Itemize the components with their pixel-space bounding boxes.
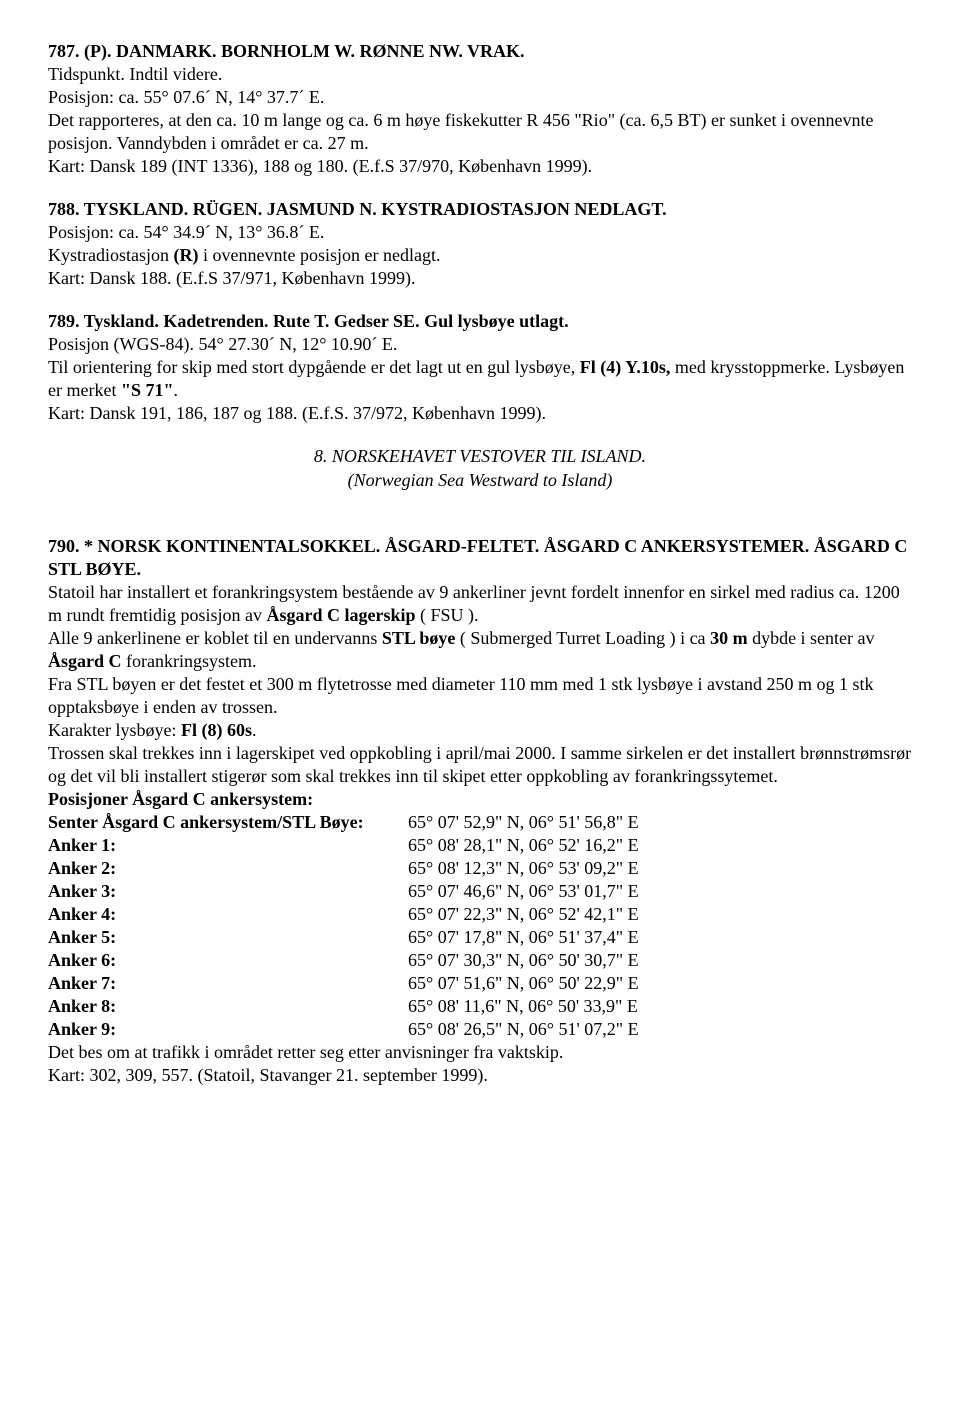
anchor-label: Anker 4: — [48, 903, 408, 926]
notice-790-p3: Fra STL bøyen er det festet et 300 m fly… — [48, 673, 912, 719]
notice-788-line2c: i ovennevnte posisjon er nedlagt. — [199, 245, 441, 265]
notice-789-line1: Posisjon (WGS-84). 54° 27.30´ N, 12° 10.… — [48, 333, 912, 356]
notice-790-p4b: Fl (8) 60s — [181, 720, 252, 740]
anchor-coord: 65° 08' 26,5" N, 06° 51' 07,2" E — [408, 1018, 639, 1041]
notice-790-p1b: Åsgard C lagerskip — [266, 605, 415, 625]
anchor-coord: 65° 08' 28,1" N, 06° 52' 16,2" E — [408, 834, 639, 857]
anchor-row: Anker 7:65° 07' 51,6" N, 06° 50' 22,9" E — [48, 972, 639, 995]
anchor-label: Anker 8: — [48, 995, 408, 1018]
notice-788: 788. TYSKLAND. RÜGEN. JASMUND N. KYSTRAD… — [48, 198, 912, 290]
notice-787-line4: Kart: Dansk 189 (INT 1336), 188 og 180. … — [48, 155, 912, 178]
anchor-label: Anker 6: — [48, 949, 408, 972]
notice-790-p2g: forankringsystem. — [122, 651, 257, 671]
anchor-label: Anker 2: — [48, 857, 408, 880]
notice-787-line1: Tidspunkt. Indtil videre. — [48, 63, 912, 86]
notice-790-p2d: 30 m — [710, 628, 748, 648]
notice-788-line1: Posisjon: ca. 54° 34.9´ N, 13° 36.8´ E. — [48, 221, 912, 244]
notice-789-line2b: Fl (4) Y.10s, — [580, 357, 671, 377]
notice-788-line3: Kart: Dansk 188. (E.f.S 37/971, Københav… — [48, 267, 912, 290]
notice-788-line2: Kystradiostasjon (R) i ovennevnte posisj… — [48, 244, 912, 267]
notice-790: 790. * NORSK KONTINENTALSOKKEL. ÅSGARD-F… — [48, 535, 912, 1088]
anchor-row: Anker 3:65° 07' 46,6" N, 06° 53' 01,7" E — [48, 880, 639, 903]
notice-789-line2a: Til orientering for skip med stort dypgå… — [48, 357, 580, 377]
anchor-coord: 65° 07' 46,6" N, 06° 53' 01,7" E — [408, 880, 639, 903]
notice-789-line2d: "S 71" — [121, 380, 174, 400]
anchor-row: Anker 4:65° 07' 22,3" N, 06° 52' 42,1" E — [48, 903, 639, 926]
notice-787-header: 787. (P). DANMARK. BORNHOLM W. RØNNE NW.… — [48, 40, 912, 63]
anchor-coord: 65° 08' 12,3" N, 06° 53' 09,2" E — [408, 857, 639, 880]
anchor-label: Anker 5: — [48, 926, 408, 949]
notice-789-line2: Til orientering for skip med stort dypgå… — [48, 356, 912, 402]
notice-790-p4c: . — [252, 720, 257, 740]
notice-790-p2a: Alle 9 ankerlinene er koblet til en unde… — [48, 628, 382, 648]
notice-788-header: 788. TYSKLAND. RÜGEN. JASMUND N. KYSTRAD… — [48, 198, 912, 221]
anchor-table: Senter Åsgard C ankersystem/STL Bøye:65°… — [48, 811, 639, 1041]
notice-790-p1: Statoil har installert et forankringsyst… — [48, 581, 912, 627]
notice-790-p6: Det bes om at trafikk i området retter s… — [48, 1041, 912, 1064]
anchor-coord: 65° 07' 52,9" N, 06° 51' 56,8" E — [408, 811, 639, 834]
notice-788-line2b: (R) — [174, 245, 199, 265]
anchor-row: Anker 6:65° 07' 30,3" N, 06° 50' 30,7" E — [48, 949, 639, 972]
anchor-coord: 65° 08' 11,6" N, 06° 50' 33,9" E — [408, 995, 639, 1018]
section-8-title: 8. NORSKEHAVET VESTOVER TIL ISLAND. — [48, 445, 912, 468]
notice-787-line2: Posisjon: ca. 55° 07.6´ N, 14° 37.7´ E. — [48, 86, 912, 109]
notice-790-p2b: STL bøye — [382, 628, 456, 648]
notice-790-p2: Alle 9 ankerlinene er koblet til en unde… — [48, 627, 912, 673]
notice-789-line3: Kart: Dansk 191, 186, 187 og 188. (E.f.S… — [48, 402, 912, 425]
anchor-row: Anker 8:65° 08' 11,6" N, 06° 50' 33,9" E — [48, 995, 639, 1018]
notice-788-line2a: Kystradiostasjon — [48, 245, 174, 265]
notice-790-p2f: Åsgard C — [48, 651, 122, 671]
anchor-label: Anker 3: — [48, 880, 408, 903]
notice-790-header: 790. * NORSK KONTINENTALSOKKEL. ÅSGARD-F… — [48, 535, 912, 581]
notice-789-header: 789. Tyskland. Kadetrenden. Rute T. Geds… — [48, 310, 912, 333]
anchor-row: Anker 9:65° 08' 26,5" N, 06° 51' 07,2" E — [48, 1018, 639, 1041]
anchor-label: Anker 1: — [48, 834, 408, 857]
notice-790-p4: Karakter lysbøye: Fl (8) 60s. — [48, 719, 912, 742]
notice-787-line3: Det rapporteres, at den ca. 10 m lange o… — [48, 109, 912, 155]
anchor-row: Senter Åsgard C ankersystem/STL Bøye:65°… — [48, 811, 639, 834]
anchor-coord: 65° 07' 22,3" N, 06° 52' 42,1" E — [408, 903, 639, 926]
anchor-row: Anker 1:65° 08' 28,1" N, 06° 52' 16,2" E — [48, 834, 639, 857]
anchor-label: Anker 9: — [48, 1018, 408, 1041]
section-8-subtitle: (Norwegian Sea Westward to Island) — [48, 469, 912, 492]
anchor-row: Anker 2:65° 08' 12,3" N, 06° 53' 09,2" E — [48, 857, 639, 880]
anchor-label: Anker 7: — [48, 972, 408, 995]
notice-790-p5: Trossen skal trekkes inn i lagerskipet v… — [48, 742, 912, 788]
notice-790-p2c: ( Submerged Turret Loading ) i ca — [455, 628, 710, 648]
notice-787: 787. (P). DANMARK. BORNHOLM W. RØNNE NW.… — [48, 40, 912, 178]
section-8-heading: 8. NORSKEHAVET VESTOVER TIL ISLAND. (Nor… — [48, 445, 912, 491]
notice-790-positions-header: Posisjoner Åsgard C ankersystem: — [48, 788, 912, 811]
anchor-row: Anker 5:65° 07' 17,8" N, 06° 51' 37,4" E — [48, 926, 639, 949]
notice-789-line2e: . — [173, 380, 178, 400]
notice-790-p4a: Karakter lysbøye: — [48, 720, 181, 740]
anchor-coord: 65° 07' 51,6" N, 06° 50' 22,9" E — [408, 972, 639, 995]
notice-789: 789. Tyskland. Kadetrenden. Rute T. Geds… — [48, 310, 912, 425]
notice-790-p2e: dybde i senter av — [748, 628, 875, 648]
notice-790-p1c: ( FSU ). — [416, 605, 479, 625]
anchor-coord: 65° 07' 17,8" N, 06° 51' 37,4" E — [408, 926, 639, 949]
anchor-coord: 65° 07' 30,3" N, 06° 50' 30,7" E — [408, 949, 639, 972]
notice-790-p7: Kart: 302, 309, 557. (Statoil, Stavanger… — [48, 1064, 912, 1087]
anchor-label: Senter Åsgard C ankersystem/STL Bøye: — [48, 811, 408, 834]
